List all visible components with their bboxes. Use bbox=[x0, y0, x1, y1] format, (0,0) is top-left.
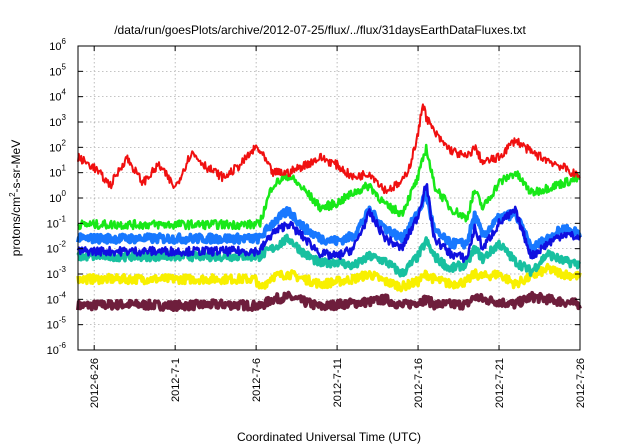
series-line-6 bbox=[77, 103, 581, 195]
y-tick-label: 106 bbox=[49, 37, 66, 53]
y-tick-label-exponent: 0 bbox=[62, 189, 67, 198]
y-tick-label-base: 10 bbox=[47, 320, 59, 332]
y-tick-label-base: 10 bbox=[49, 193, 61, 205]
y-tick-label-base: 10 bbox=[49, 92, 61, 104]
y-axis-label: protons/cm2-s-sr-MeV bbox=[8, 140, 23, 256]
y-tick-label: 101 bbox=[49, 164, 66, 180]
y-tick-label-exponent: -2 bbox=[59, 240, 67, 249]
x-tick-labels: 2012-6-26 2012-7-1 2012-7-6 2012-7-11 2012-7… bbox=[89, 358, 587, 408]
y-tick-label-exponent: -5 bbox=[59, 316, 67, 325]
y-tick-label: 100 bbox=[49, 189, 66, 205]
series-line-4 bbox=[76, 143, 581, 231]
y-tick-label-exponent: -1 bbox=[59, 214, 67, 223]
y-tick-label: 102 bbox=[49, 138, 66, 154]
y-tick-label: 10-2 bbox=[47, 240, 67, 256]
y-tick-label: 10-5 bbox=[47, 316, 67, 332]
y-axis-label-tail: -s-sr-MeV bbox=[9, 140, 23, 193]
y-tick-label: 10-6 bbox=[47, 341, 67, 357]
y-tick-label: 10-3 bbox=[47, 265, 67, 281]
y-tick-label: 104 bbox=[49, 88, 66, 104]
series-line-0 bbox=[76, 290, 582, 312]
y-tick-label-base: 10 bbox=[47, 244, 59, 256]
series-group bbox=[76, 103, 582, 312]
x-tick-label: 2012-6-26 bbox=[89, 358, 101, 408]
x-tick-label: 2012-7-1 bbox=[170, 358, 182, 402]
series-line-3 bbox=[76, 189, 582, 254]
y-tick-label-exponent: 6 bbox=[62, 37, 67, 46]
y-tick-label-base: 10 bbox=[47, 345, 59, 357]
y-tick-label-base: 10 bbox=[49, 117, 61, 129]
x-tick-label: 2012-7-16 bbox=[413, 358, 425, 408]
y-tick-label-base: 10 bbox=[49, 41, 61, 53]
y-tick-label-exponent: 2 bbox=[62, 138, 67, 147]
y-tick-label-exponent: 1 bbox=[62, 164, 67, 173]
x-tick-label: 2012-7-21 bbox=[494, 358, 506, 408]
y-tick-label: 10-1 bbox=[47, 214, 67, 230]
y-tick-labels: 10-610-510-410-310-210-11001011021031041… bbox=[47, 37, 67, 357]
y-tick-label-exponent: -6 bbox=[59, 341, 67, 350]
x-tick-label: 2012-7-6 bbox=[251, 358, 263, 402]
y-tick-label: 10-4 bbox=[47, 290, 67, 306]
y-tick-label-exponent: -3 bbox=[59, 265, 67, 274]
y-tick-label-base: 10 bbox=[49, 142, 61, 154]
x-tick-label: 2012-7-11 bbox=[332, 358, 344, 407]
y-tick-label-base: 10 bbox=[49, 168, 61, 180]
y-tick-label-base: 10 bbox=[49, 66, 61, 78]
y-tick-label-exponent: 3 bbox=[62, 113, 67, 122]
y-tick-label-base: 10 bbox=[47, 218, 59, 230]
y-tick-label-exponent: 5 bbox=[62, 62, 67, 71]
y-axis-label-main: protons/cm bbox=[9, 197, 23, 256]
axis-ticks bbox=[78, 45, 581, 351]
y-tick-label-exponent: 4 bbox=[62, 88, 67, 97]
chart-title: /data/run/goesPlots/archive/2012-07-25/f… bbox=[114, 23, 526, 37]
y-tick-label: 105 bbox=[49, 62, 66, 78]
y-tick-label-base: 10 bbox=[47, 269, 59, 281]
series-line-1 bbox=[76, 262, 582, 293]
x-axis-label: Coordinated Universal Time (UTC) bbox=[237, 430, 421, 444]
y-tick-label-exponent: -4 bbox=[59, 290, 67, 299]
series-line-5 bbox=[76, 183, 582, 264]
y-axis-label-superscript: 2 bbox=[8, 192, 17, 197]
y-tick-label: 103 bbox=[49, 113, 66, 129]
y-tick-label-base: 10 bbox=[47, 294, 59, 306]
x-tick-label: 2012-7-26 bbox=[575, 358, 587, 408]
